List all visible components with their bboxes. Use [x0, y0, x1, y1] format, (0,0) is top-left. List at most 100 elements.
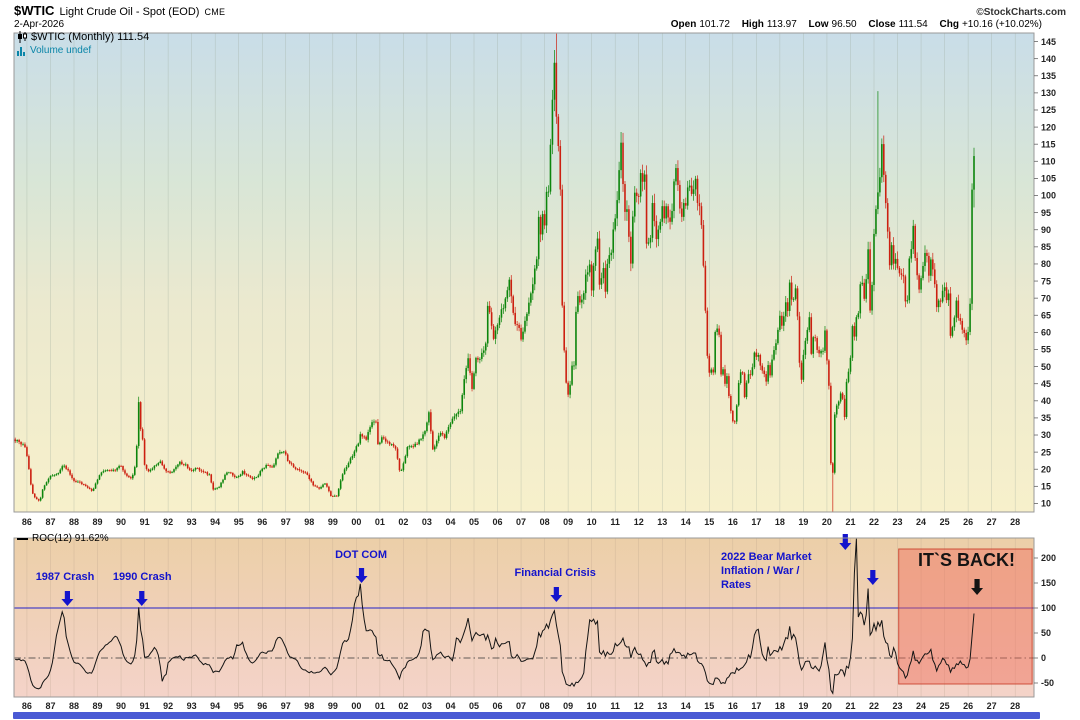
volume-bars-icon	[17, 46, 25, 56]
volume-legend: Volume undef	[17, 45, 91, 56]
svg-text:26: 26	[963, 517, 973, 527]
svg-text:92: 92	[163, 517, 173, 527]
svg-text:89: 89	[93, 517, 103, 527]
svg-text:27: 27	[987, 701, 997, 711]
svg-text:86: 86	[22, 701, 32, 711]
svg-text:07: 07	[516, 517, 526, 527]
svg-text:99: 99	[328, 701, 338, 711]
svg-text:97: 97	[281, 517, 291, 527]
annotation-1990-crash: 1990 Crash	[113, 571, 172, 583]
svg-text:09: 09	[563, 517, 573, 527]
roc-x-labels: 86 87 88 89 90 91 92 93 94 95 96 97 98 99 00 01 02 03 04 05…	[22, 701, 1020, 711]
quote-open-label: Open	[670, 19, 697, 30]
svg-text:21: 21	[845, 517, 855, 527]
quote-high-value: 113.97	[766, 19, 797, 30]
bottom-scrollbar[interactable]	[13, 712, 1040, 719]
annotation-2022-bear-market: 2022 Bear Market	[721, 551, 812, 563]
svg-text:120: 120	[1041, 122, 1056, 132]
svg-text:22: 22	[869, 701, 879, 711]
quote-chg-label: Chg	[939, 19, 959, 30]
svg-text:115: 115	[1041, 139, 1056, 149]
svg-text:28: 28	[1010, 517, 1020, 527]
svg-text:20: 20	[822, 517, 832, 527]
svg-text:200: 200	[1041, 553, 1056, 563]
quote-close-value: 111.54	[898, 19, 928, 30]
svg-text:105: 105	[1041, 174, 1056, 184]
svg-text:65: 65	[1041, 310, 1051, 320]
price-legend-text: $WTIC (Monthly) 111.54	[31, 31, 150, 43]
svg-text:50: 50	[1041, 628, 1051, 638]
svg-text:10: 10	[1041, 499, 1051, 509]
svg-text:16: 16	[728, 517, 738, 527]
source-credit: ©StockCharts.com	[976, 7, 1066, 18]
quote-open-value: 101.72	[699, 19, 730, 30]
svg-text:90: 90	[116, 701, 126, 711]
svg-text:12: 12	[634, 701, 644, 711]
svg-text:98: 98	[304, 701, 314, 711]
svg-text:99: 99	[328, 517, 338, 527]
svg-text:08: 08	[540, 517, 550, 527]
svg-text:14: 14	[681, 701, 691, 711]
svg-text:25: 25	[1041, 447, 1051, 457]
svg-text:40: 40	[1041, 396, 1051, 406]
svg-text:96: 96	[257, 701, 267, 711]
svg-text:25: 25	[940, 517, 950, 527]
svg-text:00: 00	[351, 701, 361, 711]
svg-text:87: 87	[45, 517, 55, 527]
roc-y-labels: -50 0 50 100 150 200	[1034, 553, 1056, 688]
svg-text:96: 96	[257, 517, 267, 527]
chart-date: 2-Apr-2026	[14, 19, 65, 30]
svg-text:06: 06	[493, 701, 503, 711]
svg-text:02: 02	[398, 701, 408, 711]
svg-text:30: 30	[1041, 430, 1051, 440]
price-legend: $WTIC (Monthly) 111.54	[17, 31, 149, 43]
svg-text:11: 11	[610, 517, 620, 527]
svg-text:94: 94	[210, 517, 220, 527]
svg-text:24: 24	[916, 701, 926, 711]
svg-text:18: 18	[775, 517, 785, 527]
annotation-arrow-icon	[550, 587, 563, 602]
svg-text:05: 05	[469, 701, 479, 711]
svg-text:24: 24	[916, 517, 926, 527]
annotation-arrow-icon	[971, 579, 984, 595]
svg-text:16: 16	[728, 701, 738, 711]
svg-text:70: 70	[1041, 293, 1051, 303]
svg-text:85: 85	[1041, 242, 1051, 252]
symbol: $WTIC	[14, 3, 55, 18]
svg-text:26: 26	[963, 701, 973, 711]
svg-text:23: 23	[893, 517, 903, 527]
price-x-labels: 86 87 88 89 90 91 92 93 94 95 96 97 98 99 00 01 02 03 04 05…	[22, 517, 1020, 527]
annotation-1987-crash: 1987 Crash	[36, 571, 95, 583]
svg-text:01: 01	[375, 517, 385, 527]
svg-text:10: 10	[587, 517, 597, 527]
svg-text:50: 50	[1041, 362, 1051, 372]
svg-text:140: 140	[1041, 54, 1056, 64]
svg-text:05: 05	[469, 517, 479, 527]
svg-text:90: 90	[116, 517, 126, 527]
svg-text:04: 04	[445, 517, 455, 527]
exchange-label: CME	[204, 7, 226, 17]
svg-text:87: 87	[45, 701, 55, 711]
svg-text:03: 03	[422, 701, 432, 711]
svg-text:35: 35	[1041, 413, 1051, 423]
annotation-financial-crisis: Financial Crisis	[515, 567, 596, 579]
svg-text:86: 86	[22, 517, 32, 527]
annotation-arrow-icon	[61, 591, 74, 606]
svg-text:55: 55	[1041, 345, 1051, 355]
svg-text:27: 27	[987, 517, 997, 527]
roc-legend: ROC(12) 91.62%	[17, 533, 109, 544]
annotation-it-s-back: IT`S BACK!	[918, 550, 1015, 570]
svg-text:135: 135	[1041, 71, 1056, 81]
svg-text:91: 91	[140, 701, 150, 711]
svg-text:15: 15	[1041, 482, 1051, 492]
svg-text:02: 02	[398, 517, 408, 527]
svg-text:88: 88	[69, 517, 79, 527]
annotation-dot-com: DOT COM	[335, 549, 387, 561]
svg-text:01: 01	[375, 701, 385, 711]
svg-text:17: 17	[751, 701, 761, 711]
annotation-2022-bear-market: Rates	[721, 579, 751, 591]
svg-text:75: 75	[1041, 276, 1051, 286]
svg-text:93: 93	[187, 701, 197, 711]
svg-text:17: 17	[751, 517, 761, 527]
